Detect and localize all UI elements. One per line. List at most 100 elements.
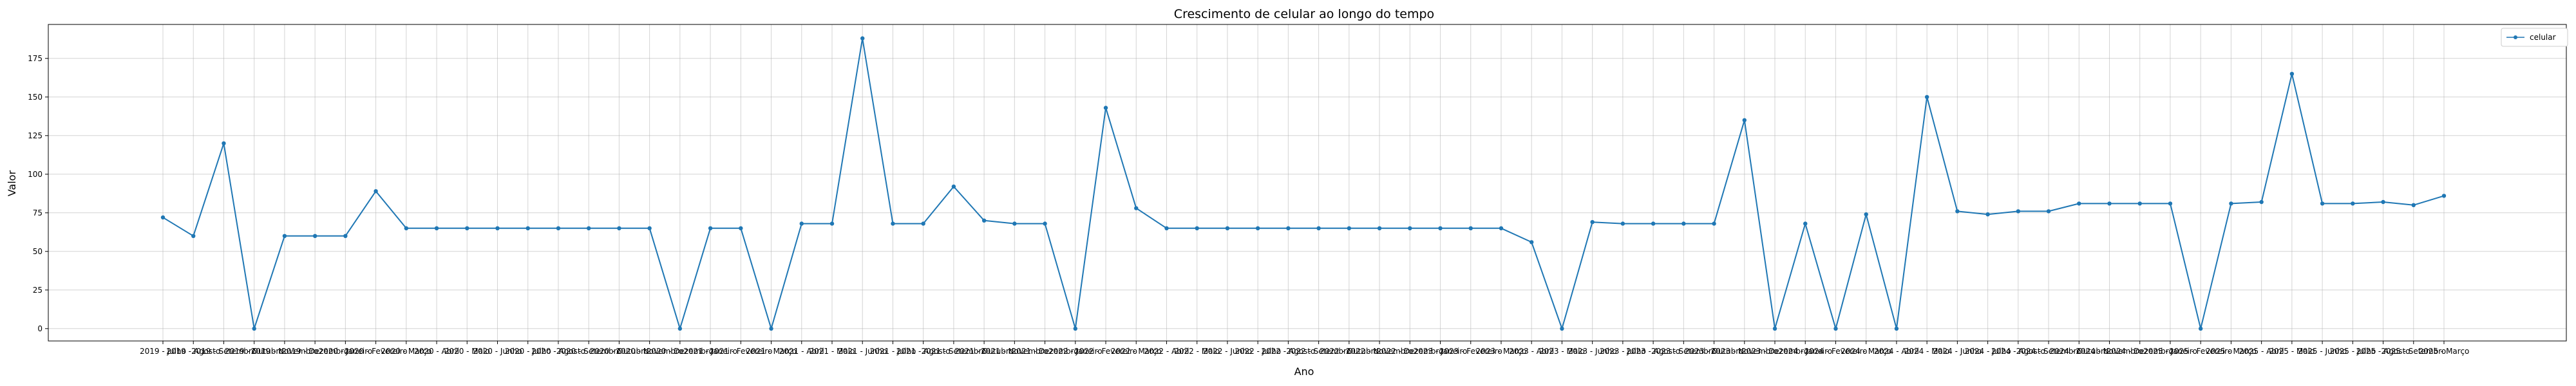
x-tick-label: 2022 - Setembro [1286, 347, 1351, 356]
data-point [647, 226, 652, 230]
plot-area [48, 24, 2566, 341]
x-tick-label: 2024 - Abril [1874, 347, 1919, 356]
x-tick-label: 2020 - Setembro [556, 347, 621, 356]
x-tick-label: 2021 - Março [746, 347, 797, 356]
x-tick-label: 2022 - Maio [1174, 347, 1220, 356]
data-point [2351, 201, 2355, 206]
x-tick-label: 2022 - Janeiro [1048, 347, 1103, 356]
x-tick-label: 2020 - Dezembro [647, 347, 714, 356]
x-tick-label: 2023 - Setembro [1651, 347, 1716, 356]
x-tick-label: 2020 - Abril [414, 347, 459, 356]
data-point [312, 234, 317, 238]
data-point [252, 326, 256, 331]
x-tick-label: 2025 - Abril [2239, 347, 2284, 356]
x-axis-label: Ano [1294, 365, 1314, 378]
data-point [1225, 226, 1230, 230]
data-point [1408, 226, 1412, 230]
data-point [1286, 226, 1291, 230]
x-tick-label: 2023 - Outubro [1685, 347, 1744, 356]
y-tick-label: 100 [28, 170, 43, 179]
data-point [1742, 118, 1747, 122]
x-tick-label: 2024 - Março [1841, 347, 1891, 356]
data-point [1864, 212, 1868, 217]
x-tick-label: 2020 - Agosto [531, 347, 585, 356]
x-tick-label: 2025 - Março [2206, 347, 2257, 356]
x-tick-label: 2021 - Setembro [921, 347, 986, 356]
data-point [2259, 199, 2264, 205]
data-point [617, 226, 621, 230]
data-point [739, 226, 743, 230]
x-tick-label: 2025 - Julho [2329, 347, 2376, 356]
data-point [1103, 106, 1108, 110]
grid [48, 24, 2566, 341]
y-tick-label: 125 [28, 131, 43, 140]
y-tick-label: 150 [28, 93, 43, 102]
y-tick-label: 25 [33, 286, 43, 295]
x-tick-label: 2022 - Outubro [1320, 347, 1379, 356]
x-tick-label: 2019 - Setembro [191, 347, 256, 356]
data-point [1560, 326, 1564, 331]
x-tick-label: 2025 - Janeiro [2143, 347, 2197, 356]
data-point [2411, 203, 2416, 207]
data-point [1620, 221, 1625, 226]
data-point [2077, 201, 2081, 206]
x-tick-label: 2020 - Maio [444, 347, 490, 356]
data-point [586, 226, 591, 230]
data-point [556, 226, 561, 230]
data-point [799, 221, 804, 226]
x-tick-label: 2025 - Setembro [2381, 347, 2446, 356]
y-axis-label: Valor [6, 170, 18, 196]
x-tick-label: 2024 - Fevereiro [1804, 347, 1867, 356]
plot-frame [48, 24, 2567, 342]
x-tick-label: 2021 - Junho [838, 347, 887, 356]
legend: celular [2501, 28, 2568, 47]
data-point [1803, 221, 1808, 226]
data-point [708, 226, 713, 230]
x-tick-label: 2022 - Fevereiro [1074, 347, 1137, 356]
x-tick-label: 2020 - Março [381, 347, 431, 356]
x-tick-label: 2021 - Julho [869, 347, 916, 356]
x-tick-label: 2023 - Fevereiro [1439, 347, 1502, 356]
data-point [343, 234, 348, 238]
x-tick-label: 2021 - Novembro [981, 347, 1048, 356]
x-tick-label: 2019 - Dezembro [281, 347, 348, 356]
data-point [495, 226, 500, 230]
x-tick-label: 2021 - Janeiro [683, 347, 737, 356]
x-tick-label: 2020 - Julho [505, 347, 551, 356]
y-tick-label: 0 [37, 324, 43, 333]
data-point [860, 36, 865, 41]
data-point [1833, 326, 1838, 331]
data-point [1894, 326, 1899, 331]
x-tick-label: 2020 - Novembro [616, 347, 683, 356]
data-point [1955, 209, 1960, 214]
data-point [1164, 226, 1169, 230]
data-point [2198, 326, 2203, 331]
data-point [1195, 226, 1199, 230]
x-tick-label: 2022 - Março [1111, 347, 1162, 356]
y-tick-label: 75 [33, 208, 43, 217]
data-point [374, 189, 378, 194]
data-point [2320, 201, 2325, 206]
x-tick-label: 2019 - Outubro [225, 347, 284, 356]
x-tick-label: 2023 - Agosto [1626, 347, 1680, 356]
data-point [677, 326, 683, 331]
legend-label: celular [2530, 33, 2556, 42]
series-line [162, 37, 2445, 329]
x-tick-label: 2023 - Abril [1509, 347, 1554, 356]
data-point [404, 226, 409, 230]
data-point [1043, 221, 1047, 226]
x-tick-label: 2025 - Fevereiro [2169, 347, 2232, 356]
x-tick-label: 2025 - Março [2419, 347, 2470, 356]
data-point [1012, 221, 1017, 226]
y-tick-label: 175 [28, 54, 43, 63]
data-point [191, 234, 196, 238]
x-tick-label: 2024 - Julho [1965, 347, 2011, 356]
x-tick-label: 2020 - Janeiro [318, 347, 372, 356]
data-point [1468, 226, 1473, 230]
data-point [2441, 194, 2447, 198]
data-point [829, 221, 835, 226]
data-point [1985, 212, 1990, 217]
x-tick-label: 2022 - Novembro [1346, 347, 1414, 356]
data-point [465, 226, 469, 230]
legend-box [2501, 28, 2568, 47]
